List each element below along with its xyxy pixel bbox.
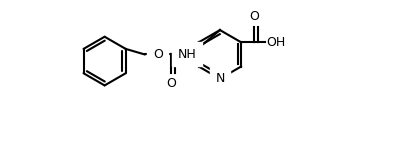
Text: O: O xyxy=(153,48,163,61)
Text: N: N xyxy=(215,72,225,85)
Text: O: O xyxy=(166,77,176,90)
Text: OH: OH xyxy=(266,36,285,49)
Text: O: O xyxy=(249,10,259,23)
Text: NH: NH xyxy=(178,48,196,61)
